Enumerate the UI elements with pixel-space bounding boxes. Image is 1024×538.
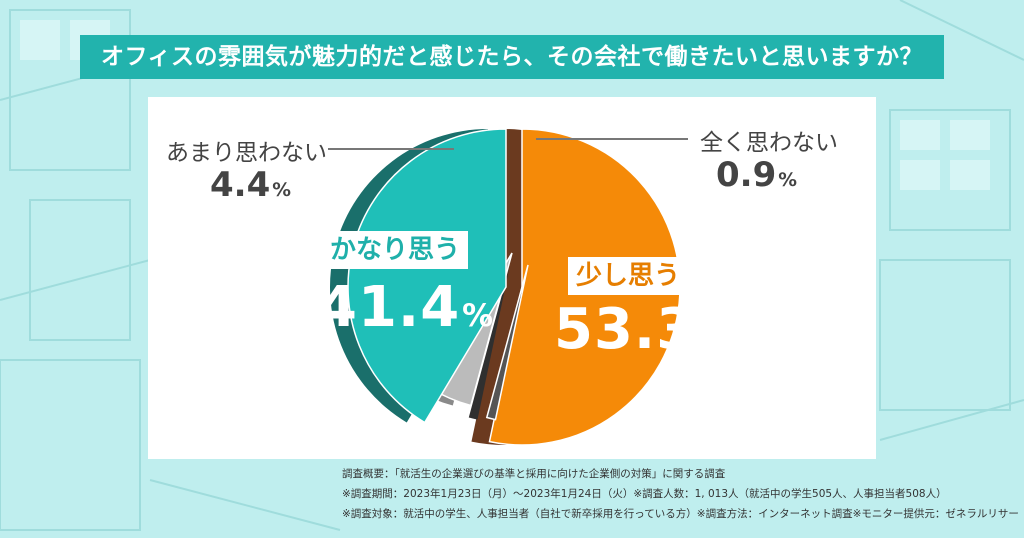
- survey-notes: 調査概要：「就活生の企業選びの基準と採用に向けた企業側の対策」に関する調査 ※調…: [342, 464, 1018, 524]
- note-line: 調査概要：「就活生の企業選びの基準と採用に向けた企業側の対策」に関する調査: [342, 468, 726, 480]
- slice-zen-omowanai: [485, 264, 529, 421]
- note-line: ※調査対象：就活中の学生、人事担当者（自社で新卒採用を行っている方）※調査方法：…: [342, 508, 1018, 520]
- note-line: ※調査期間：2023年1月23日（月）〜2023年1月24日（火）※調査人数：1…: [342, 488, 947, 500]
- chart-panel: 全く思わない 0.9% あまり思わない 4.4% かなり思う 41.4% 少し思…: [148, 97, 876, 459]
- label-value-amari-omowanai: 4.4%: [210, 165, 291, 205]
- pie-chart: [328, 128, 688, 446]
- label-category-kanari-omou: かなり思う: [322, 231, 469, 269]
- label-category-sukoshi-omou: 少し思う: [568, 257, 689, 295]
- chart-title: オフィスの雰囲気が魅力的だと感じたら、その会社で働きたいと思いますか？: [80, 35, 944, 79]
- label-category-amari-omowanai: あまり思わない: [166, 140, 327, 166]
- slice-zen-omowanai-side: [468, 265, 510, 420]
- label-value-zen-omowanai: 0.9%: [716, 155, 797, 195]
- label-value-kanari-omou: 41.4%: [318, 275, 495, 340]
- label-value-sukoshi-omou: 53.3%: [554, 297, 731, 362]
- label-category-zen-omowanai: 全く思わない: [700, 130, 838, 156]
